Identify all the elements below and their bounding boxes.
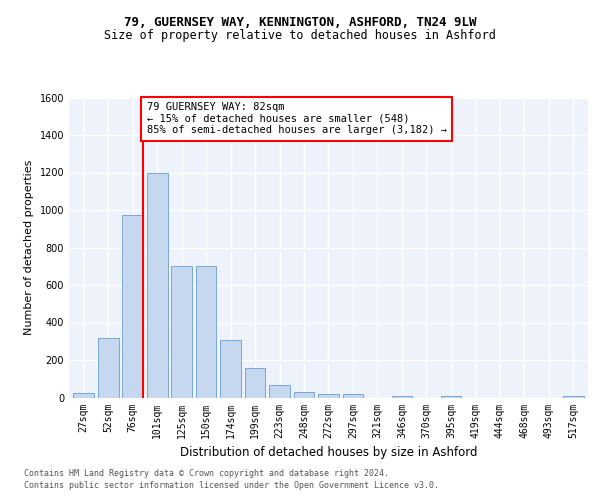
Y-axis label: Number of detached properties: Number of detached properties [24, 160, 34, 335]
Text: Contains HM Land Registry data © Crown copyright and database right 2024.: Contains HM Land Registry data © Crown c… [24, 470, 389, 478]
Bar [73, 393, 94, 398]
Text: Size of property relative to detached houses in Ashford: Size of property relative to detached ho… [104, 28, 496, 42]
Bar [245, 368, 265, 398]
Bar [171, 266, 192, 398]
Bar [392, 396, 412, 398]
Text: 79, GUERNSEY WAY, KENNINGTON, ASHFORD, TN24 9LW: 79, GUERNSEY WAY, KENNINGTON, ASHFORD, T… [124, 16, 476, 29]
Bar [269, 386, 290, 398]
Bar [147, 174, 167, 398]
Text: Contains public sector information licensed under the Open Government Licence v3: Contains public sector information licen… [24, 480, 439, 490]
Bar [440, 396, 461, 398]
Bar [318, 394, 339, 398]
Bar [220, 340, 241, 398]
Bar [563, 396, 584, 398]
Bar [196, 266, 217, 398]
Bar [293, 392, 314, 398]
Bar [343, 394, 364, 398]
Text: 79 GUERNSEY WAY: 82sqm
← 15% of detached houses are smaller (548)
85% of semi-de: 79 GUERNSEY WAY: 82sqm ← 15% of detached… [146, 102, 446, 136]
Bar [122, 214, 143, 398]
X-axis label: Distribution of detached houses by size in Ashford: Distribution of detached houses by size … [180, 446, 477, 459]
Bar [98, 338, 119, 398]
